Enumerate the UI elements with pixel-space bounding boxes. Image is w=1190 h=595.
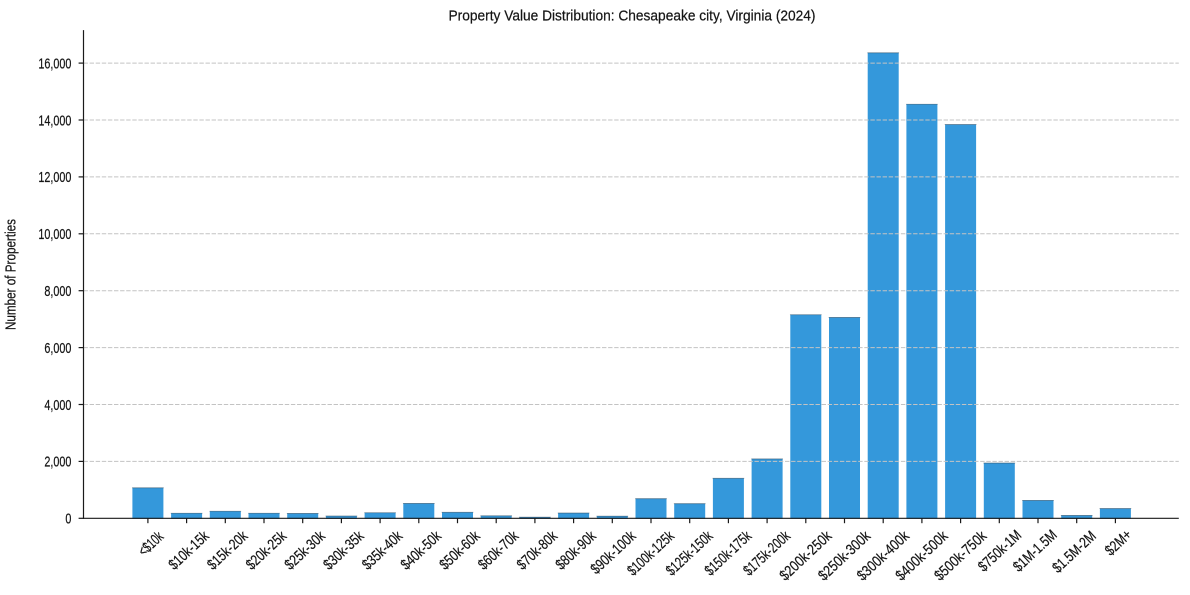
svg-text:0: 0 bbox=[65, 511, 71, 528]
svg-text:4,000: 4,000 bbox=[44, 397, 71, 414]
svg-text:8,000: 8,000 bbox=[44, 283, 71, 300]
svg-text:10,000: 10,000 bbox=[38, 226, 71, 243]
svg-text:Number of Properties: Number of Properties bbox=[3, 219, 20, 330]
svg-text:16,000: 16,000 bbox=[38, 55, 71, 72]
svg-text:6,000: 6,000 bbox=[44, 340, 71, 357]
svg-text:12,000: 12,000 bbox=[38, 169, 71, 186]
svg-text:2,000: 2,000 bbox=[44, 454, 71, 471]
svg-text:Property Value Distribution: C: Property Value Distribution: Chesapeake … bbox=[449, 8, 816, 25]
svg-text:14,000: 14,000 bbox=[38, 112, 71, 129]
